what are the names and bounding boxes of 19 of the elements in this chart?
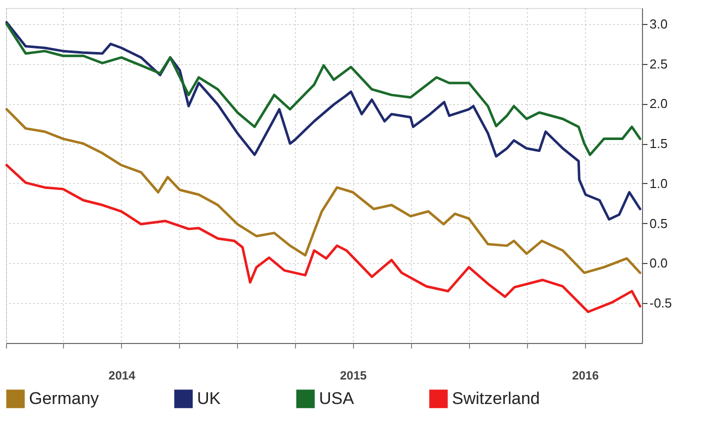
y-tick-label: 0.5 <box>650 216 668 231</box>
y-tick-label: 2.5 <box>650 56 668 72</box>
y-tick-label: 3.0 <box>650 16 668 32</box>
line-series <box>5 108 642 274</box>
y-tick-label: 1.0 <box>650 176 668 191</box>
line-series <box>5 164 642 314</box>
y-tick-label: 0.0 <box>650 256 668 271</box>
legend-label: Switzerland <box>452 388 540 408</box>
x-tick-label: 2015 <box>340 368 368 382</box>
legend-label: USA <box>319 388 355 408</box>
legend-label: UK <box>197 388 222 408</box>
y-tick-label: -0.5 <box>650 296 672 311</box>
y-tick-label: 1.5 <box>650 136 668 152</box>
y-tick-label: 2.0 <box>650 96 668 112</box>
x-tick-label: 2014 <box>108 368 136 382</box>
line-series <box>5 22 642 156</box>
line-series <box>5 21 642 221</box>
x-tick-label: 2016 <box>572 368 600 382</box>
legend-label: Germany <box>29 388 100 408</box>
